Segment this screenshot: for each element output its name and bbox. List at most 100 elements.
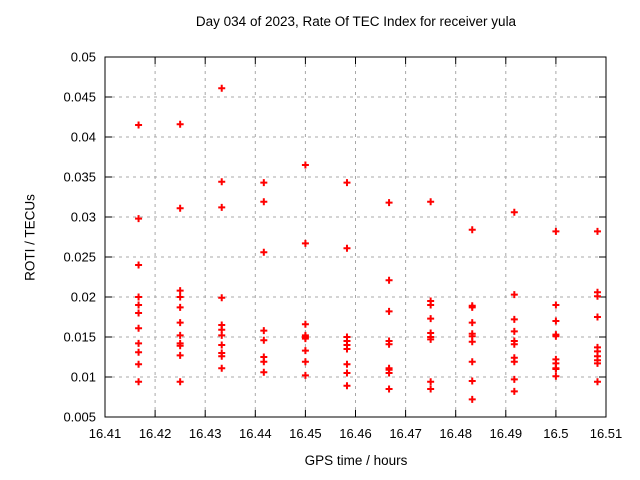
data-point bbox=[343, 179, 351, 187]
data-point bbox=[510, 358, 518, 366]
data-point bbox=[135, 293, 143, 301]
data-point bbox=[593, 378, 601, 386]
data-point bbox=[176, 351, 184, 359]
x-tick-label: 16.46 bbox=[339, 426, 372, 441]
data-point bbox=[301, 347, 309, 355]
data-point bbox=[218, 364, 226, 372]
data-point bbox=[135, 261, 143, 269]
y-tick-label: 0.03 bbox=[71, 210, 96, 225]
data-point bbox=[385, 385, 393, 393]
y-tick-label: 0.005 bbox=[63, 410, 96, 425]
plot-border bbox=[104, 56, 607, 418]
data-point bbox=[385, 199, 393, 207]
data-point bbox=[176, 204, 184, 212]
data-point bbox=[552, 332, 560, 340]
data-point bbox=[135, 378, 143, 386]
data-point bbox=[510, 387, 518, 395]
data-point bbox=[468, 358, 476, 366]
data-point bbox=[176, 120, 184, 128]
data-point bbox=[385, 307, 393, 315]
data-point bbox=[593, 292, 601, 300]
y-tick-label: 0.02 bbox=[71, 290, 96, 305]
data-point bbox=[427, 335, 435, 343]
data-point bbox=[218, 294, 226, 302]
data-point bbox=[301, 239, 309, 247]
y-tick-label: 0.045 bbox=[63, 90, 96, 105]
data-point bbox=[427, 378, 435, 386]
x-tick-label: 16.42 bbox=[139, 426, 172, 441]
data-point bbox=[135, 348, 143, 356]
data-point bbox=[468, 377, 476, 385]
data-point bbox=[176, 303, 184, 311]
data-point bbox=[552, 372, 560, 380]
data-point bbox=[260, 179, 268, 187]
data-point bbox=[135, 215, 143, 223]
data-point bbox=[135, 360, 143, 368]
data-point bbox=[510, 315, 518, 323]
data-point bbox=[468, 226, 476, 234]
data-point bbox=[218, 331, 226, 339]
x-tick-label: 16.5 bbox=[543, 426, 568, 441]
y-tick-label: 0.015 bbox=[63, 330, 96, 345]
y-tick-label: 0.01 bbox=[71, 370, 96, 385]
data-point bbox=[468, 395, 476, 403]
data-point bbox=[301, 358, 309, 366]
data-point bbox=[260, 198, 268, 206]
data-point bbox=[427, 301, 435, 309]
data-point bbox=[552, 365, 560, 373]
x-tick-label: 16.45 bbox=[289, 426, 322, 441]
data-point bbox=[176, 342, 184, 350]
data-point bbox=[343, 360, 351, 368]
data-point bbox=[510, 291, 518, 299]
y-tick-label: 0.04 bbox=[71, 130, 96, 145]
x-tick-label: 16.44 bbox=[239, 426, 272, 441]
y-tick-label: 0.025 bbox=[63, 250, 96, 265]
data-point bbox=[218, 352, 226, 360]
data-point bbox=[176, 287, 184, 295]
data-point bbox=[427, 198, 435, 206]
data-point bbox=[427, 385, 435, 393]
data-point bbox=[385, 369, 393, 377]
data-point bbox=[552, 301, 560, 309]
data-point bbox=[468, 338, 476, 346]
data-point bbox=[343, 382, 351, 390]
data-point bbox=[135, 339, 143, 347]
data-point bbox=[135, 301, 143, 309]
data-point bbox=[135, 309, 143, 317]
data-point bbox=[510, 340, 518, 348]
data-point bbox=[260, 327, 268, 335]
x-tick-label: 16.49 bbox=[490, 426, 523, 441]
data-point bbox=[176, 378, 184, 386]
data-point bbox=[301, 320, 309, 328]
data-point bbox=[301, 371, 309, 379]
data-point bbox=[385, 276, 393, 284]
data-point bbox=[301, 335, 309, 343]
data-point bbox=[343, 244, 351, 252]
data-point bbox=[260, 336, 268, 344]
data-point bbox=[176, 331, 184, 339]
data-point bbox=[468, 303, 476, 311]
x-tick-label: 16.43 bbox=[189, 426, 222, 441]
data-point bbox=[176, 319, 184, 327]
data-point bbox=[468, 319, 476, 327]
data-point bbox=[510, 327, 518, 335]
y-tick-label: 0.035 bbox=[63, 170, 96, 185]
x-tick-label: 16.47 bbox=[389, 426, 422, 441]
data-point bbox=[593, 359, 601, 367]
data-point bbox=[176, 293, 184, 301]
data-point bbox=[343, 369, 351, 377]
data-point bbox=[301, 161, 309, 169]
data-point bbox=[260, 368, 268, 376]
x-tick-label: 16.48 bbox=[439, 426, 472, 441]
data-point bbox=[510, 208, 518, 216]
x-tick-label: 16.41 bbox=[89, 426, 122, 441]
data-point bbox=[260, 358, 268, 366]
data-point bbox=[552, 317, 560, 325]
data-point bbox=[593, 313, 601, 321]
y-tick-label: 0.05 bbox=[71, 50, 96, 65]
data-point bbox=[510, 375, 518, 383]
data-point bbox=[218, 84, 226, 92]
chart-title: Day 034 of 2023, Rate Of TEC Index for r… bbox=[195, 14, 517, 29]
data-point bbox=[385, 340, 393, 348]
